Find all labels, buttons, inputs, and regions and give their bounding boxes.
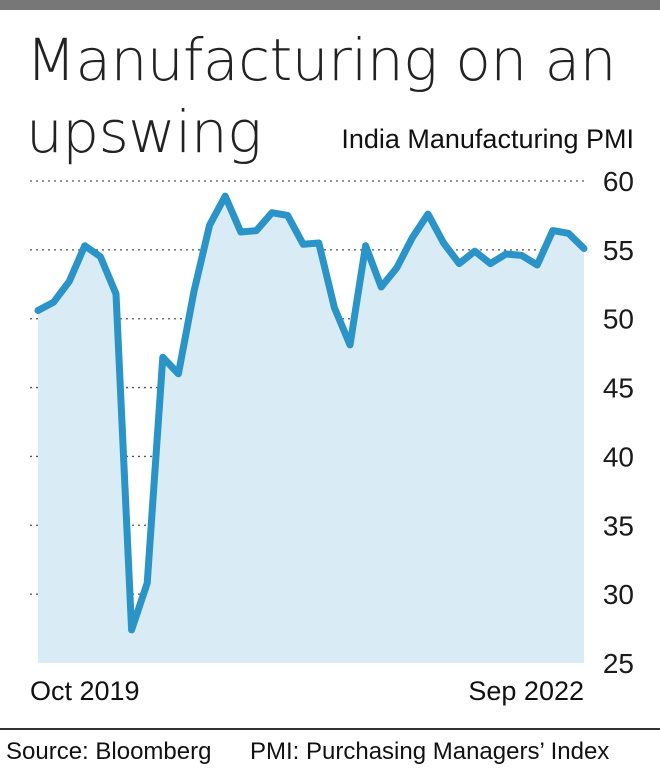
headline: Manufacturing on an upswing xyxy=(26,26,616,166)
source-note: Source: Bloomberg xyxy=(6,738,212,765)
footer: Source: Bloomberg PMI: Purchasing Manage… xyxy=(0,728,660,765)
top-rule xyxy=(0,0,660,10)
y-tick-label: 40 xyxy=(603,441,634,472)
y-tick-label: 25 xyxy=(603,648,634,675)
x-axis-start-label: Oct 2019 xyxy=(30,676,140,706)
y-tick-label: 45 xyxy=(603,373,634,404)
pmi-chart: 25 30 35 40 45 50 55 60 xyxy=(30,166,634,675)
y-tick-label: 50 xyxy=(603,304,634,335)
chart-title: India Manufacturing PMI xyxy=(341,124,634,154)
x-axis-end-label: Sep 2022 xyxy=(468,676,584,706)
pmi-series-line xyxy=(34,192,588,634)
pmi-area-fill xyxy=(38,196,584,663)
y-tick-label: 35 xyxy=(603,510,634,541)
y-tick-label: 55 xyxy=(603,235,634,266)
y-tick-label: 30 xyxy=(603,579,634,610)
y-axis-ticks: 25 30 35 40 45 50 55 60 xyxy=(603,166,634,675)
definition-note: PMI: Purchasing Managers’ Index xyxy=(250,738,610,765)
y-tick-label: 60 xyxy=(603,166,634,197)
